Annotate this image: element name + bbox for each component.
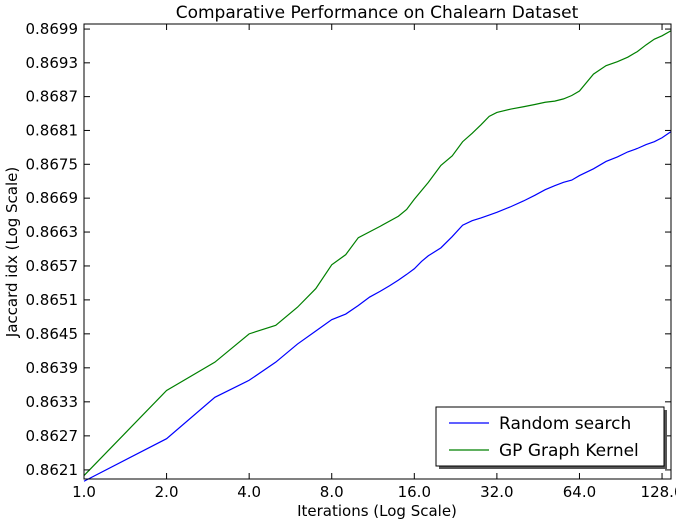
- series-layer: [83, 30, 672, 482]
- legend-box: [435, 406, 665, 467]
- y-tick-label: 0.8687: [26, 88, 79, 106]
- y-tick-label: 0.8639: [26, 359, 79, 377]
- y-tick-label: 0.8675: [26, 155, 79, 173]
- y-tick-label: 0.8693: [26, 54, 79, 72]
- legend-label-gp-graph-kernel: GP Graph Kernel: [499, 441, 639, 461]
- y-tick-label: 0.8645: [26, 325, 79, 343]
- y-tick-label: 0.8669: [26, 189, 79, 207]
- ticks-layer: 1.0 2.0 4.0 8.0 16.0 32.0 64.0 128.0 0.8621 0.862…: [26, 20, 676, 501]
- y-tick-label: 0.8651: [26, 291, 79, 309]
- x-tick-label: 16.0: [398, 483, 431, 501]
- y-tick-label: 0.8699: [26, 20, 79, 38]
- x-tick-label: 4.0: [237, 483, 261, 501]
- x-tick-label: 2.0: [155, 483, 179, 501]
- y-tick-label: 0.8657: [26, 257, 79, 275]
- y-tick-label: 0.8621: [26, 461, 79, 479]
- x-tick-label: 1.0: [72, 483, 96, 501]
- x-tick-label: 8.0: [320, 483, 344, 501]
- y-axis-label: Jaccard idx (Log Scale): [3, 167, 21, 338]
- x-tick-label: 128.0: [641, 483, 676, 501]
- x-tick-label: 32.0: [480, 483, 513, 501]
- x-axis-label: Iterations (Log Scale): [297, 502, 457, 520]
- y-tick-label: 0.8663: [26, 223, 79, 241]
- legend-label-random-search: Random search: [499, 414, 631, 434]
- chart-title: Comparative Performance on Chalearn Data…: [176, 3, 579, 23]
- series-line-random-search: [83, 131, 672, 482]
- y-tick-label: 0.8681: [26, 121, 79, 139]
- plot-frame: [83, 23, 672, 480]
- y-tick-label: 0.8627: [26, 427, 79, 445]
- series-line-gp-graph-kernel: [83, 30, 672, 477]
- x-tick-label: 64.0: [563, 483, 596, 501]
- legend: Random search GP Graph Kernel: [435, 406, 667, 469]
- y-tick-label: 0.8633: [26, 393, 79, 411]
